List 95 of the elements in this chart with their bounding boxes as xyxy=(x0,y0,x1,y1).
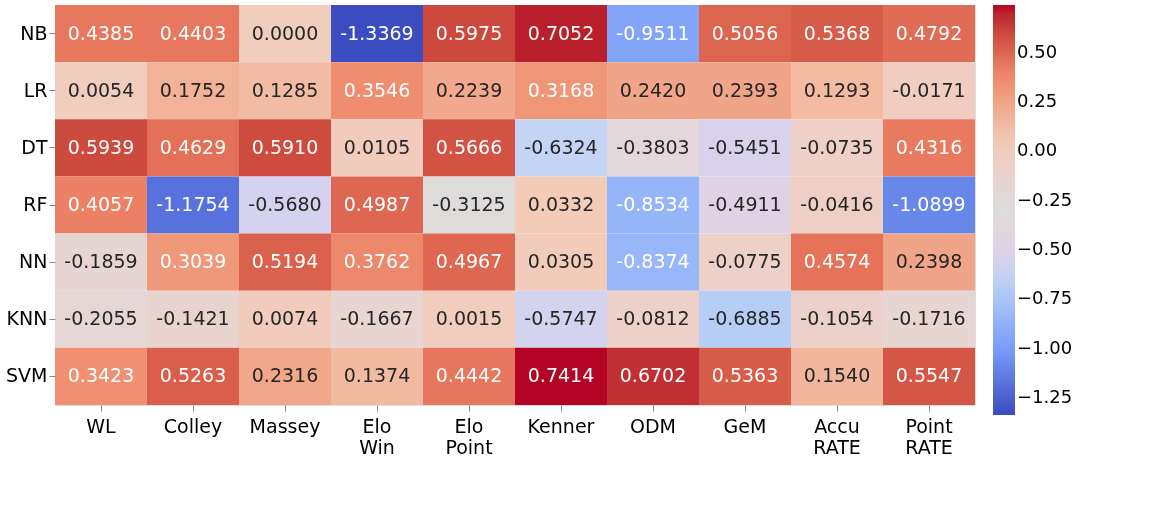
y-tick-label: DT xyxy=(21,135,48,158)
data-label: -0.9511 xyxy=(616,21,690,44)
data-label: -0.8534 xyxy=(616,193,690,215)
color-bar-label: −0.75 xyxy=(1017,287,1073,309)
y-tick-label: NB xyxy=(20,21,48,44)
data-label: 0.5910 xyxy=(251,135,319,158)
data-label: 0.4987 xyxy=(343,193,411,215)
x-tick-label: Massey xyxy=(249,414,321,437)
data-label: 0.5194 xyxy=(251,250,319,273)
data-label: 0.4442 xyxy=(435,364,503,387)
data-label: 0.0332 xyxy=(527,193,595,215)
data-label: -0.0775 xyxy=(708,250,782,273)
data-label: -0.1421 xyxy=(156,307,230,330)
x-tick-label: Elo Point xyxy=(445,414,493,458)
x-tick-label: Point RATE xyxy=(905,414,953,458)
data-label: 0.7052 xyxy=(527,21,595,44)
data-label: -0.1716 xyxy=(892,307,966,330)
y-tick-label: LR xyxy=(23,78,48,101)
data-label: -1.0899 xyxy=(892,193,966,215)
color-bar-label: 0.25 xyxy=(1017,89,1058,111)
data-label: -0.1054 xyxy=(800,307,874,330)
data-label: -0.5747 xyxy=(524,307,598,330)
data-label: 0.6702 xyxy=(619,364,687,387)
color-bar-label: 0.50 xyxy=(1017,40,1058,62)
data-label: 0.5056 xyxy=(711,21,779,44)
data-label: -0.3125 xyxy=(432,193,506,215)
data-label: 0.0105 xyxy=(343,135,411,158)
y-tick-label: SVM xyxy=(6,364,48,387)
data-label: 0.5975 xyxy=(435,21,503,44)
data-label: 0.4403 xyxy=(159,21,227,44)
data-label: -0.1859 xyxy=(64,250,138,273)
data-label: 0.5363 xyxy=(711,364,779,387)
color-bar-label: −1.00 xyxy=(1017,336,1073,358)
data-label: -0.2055 xyxy=(64,307,138,330)
data-label: -0.5680 xyxy=(248,193,322,215)
data-label: 0.1540 xyxy=(803,364,871,387)
data-label: 0.5368 xyxy=(803,21,871,44)
data-label: 0.4629 xyxy=(159,135,227,158)
data-label: -0.4911 xyxy=(708,193,782,215)
data-label: 0.3423 xyxy=(67,364,135,387)
data-label: 0.3546 xyxy=(343,78,411,101)
data-label: -0.1667 xyxy=(340,307,414,330)
x-tick-label: Elo Win xyxy=(359,414,395,458)
data-label: -0.5451 xyxy=(708,135,782,158)
data-label: 0.2239 xyxy=(435,78,503,101)
data-label: 0.5666 xyxy=(435,135,503,158)
data-label: 0.2420 xyxy=(619,78,687,101)
data-label: 0.4385 xyxy=(67,21,135,44)
data-label: 0.0305 xyxy=(527,250,595,273)
data-label: 0.5939 xyxy=(67,135,135,158)
data-label: 0.1293 xyxy=(803,78,871,101)
data-label: 0.3039 xyxy=(159,250,227,273)
data-label: 0.0054 xyxy=(67,78,135,101)
data-label: 0.3168 xyxy=(527,78,595,101)
data-label: 0.1374 xyxy=(343,364,411,387)
data-label: 0.5263 xyxy=(159,364,227,387)
data-label: 0.0015 xyxy=(435,307,503,330)
y-tick-label: NN xyxy=(19,250,48,273)
data-label: 0.4967 xyxy=(435,250,503,273)
data-label: 0.2393 xyxy=(711,78,779,101)
data-label: -1.1754 xyxy=(156,193,230,215)
data-label: 0.1285 xyxy=(251,78,319,101)
data-label: 0.4057 xyxy=(67,193,135,215)
color-bar-label: −0.25 xyxy=(1017,188,1073,210)
color-bar-label: −0.50 xyxy=(1017,237,1073,259)
data-label: -0.6324 xyxy=(524,135,598,158)
data-label: -0.6885 xyxy=(708,307,782,330)
data-label: -0.3803 xyxy=(616,135,690,158)
x-tick-label: ODM xyxy=(630,414,676,437)
color-bar-label: 0.00 xyxy=(1017,139,1058,161)
y-tick-label: RF xyxy=(23,193,48,215)
y-tick-label: KNN xyxy=(6,307,48,330)
x-tick-label: WL xyxy=(86,414,117,437)
color-bar-label: −1.25 xyxy=(1017,385,1073,407)
data-label: 0.5547 xyxy=(895,364,963,387)
data-label: 0.0074 xyxy=(251,307,319,330)
data-label: 0.4792 xyxy=(895,21,963,44)
data-label: -0.8374 xyxy=(616,250,690,273)
x-tick-label: Kenner xyxy=(527,414,595,437)
data-label: 0.4316 xyxy=(895,135,963,158)
data-label: -0.0812 xyxy=(616,307,690,330)
data-label: 0.7414 xyxy=(527,364,595,387)
data-label: 0.2316 xyxy=(251,364,319,387)
x-tick-label: Accu RATE xyxy=(813,414,861,458)
data-label: -0.0735 xyxy=(800,135,874,158)
data-label: -0.0171 xyxy=(892,78,966,101)
data-label: 0.4574 xyxy=(803,250,871,273)
x-tick-label: Colley xyxy=(163,414,223,437)
data-label: 0.3762 xyxy=(343,250,411,273)
x-tick-label: GeM xyxy=(723,414,767,437)
data-label: -1.3369 xyxy=(340,21,414,44)
data-label: 0.0000 xyxy=(251,21,319,44)
data-label: 0.1752 xyxy=(159,78,227,101)
data-label: -0.0416 xyxy=(800,193,874,215)
data-label: 0.2398 xyxy=(895,250,963,273)
